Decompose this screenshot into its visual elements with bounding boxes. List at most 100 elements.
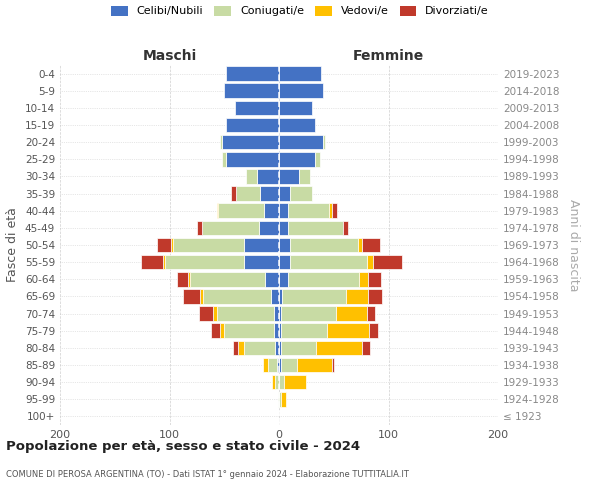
Bar [246,169,257,184]
Bar [288,272,359,286]
Y-axis label: Anni di nascita: Anni di nascita [568,198,580,291]
Bar [263,204,279,218]
Bar [236,186,260,201]
Bar [165,255,244,270]
Bar [222,152,226,166]
Bar [288,204,329,218]
Bar [279,272,288,286]
Bar [200,289,203,304]
Bar [336,306,367,321]
Bar [327,324,369,338]
Bar [226,118,279,132]
Bar [224,324,274,338]
Legend: Celibi/Nubili, Coniugati/e, Vedovi/e, Divorziati/e: Celibi/Nubili, Coniugati/e, Vedovi/e, Di… [111,6,489,16]
Bar [279,358,281,372]
Bar [369,324,377,338]
Bar [163,255,165,270]
Bar [279,340,281,355]
Bar [218,204,263,218]
Bar [367,306,376,321]
Bar [346,289,368,304]
Bar [220,324,224,338]
Bar [279,306,281,321]
Bar [279,255,290,270]
Bar [368,289,382,304]
Bar [224,84,279,98]
Bar [279,289,282,304]
Bar [272,375,275,390]
Bar [211,324,220,338]
Bar [233,340,238,355]
Bar [279,84,323,98]
Bar [188,272,190,286]
Bar [268,358,277,372]
Bar [367,255,373,270]
Bar [362,238,380,252]
Bar [279,186,290,201]
Bar [332,358,334,372]
Bar [217,306,274,321]
Bar [244,238,279,252]
Bar [274,306,279,321]
Bar [373,255,401,270]
Bar [182,289,200,304]
Bar [141,255,163,270]
Bar [279,220,288,235]
Bar [279,100,312,115]
Bar [279,135,323,150]
Bar [290,186,312,201]
Bar [231,186,236,201]
Bar [284,375,307,390]
Bar [288,220,343,235]
Bar [343,220,348,235]
Bar [279,169,299,184]
Bar [190,272,265,286]
Bar [279,392,281,406]
Bar [368,272,381,286]
Bar [173,238,244,252]
Bar [235,100,279,115]
Bar [220,135,222,150]
Bar [275,340,279,355]
Bar [279,152,315,166]
Bar [259,220,279,235]
Text: COMUNE DI PEROSA ARGENTINA (TO) - Dati ISTAT 1° gennaio 2024 - Elaborazione TUTT: COMUNE DI PEROSA ARGENTINA (TO) - Dati I… [6,470,409,479]
Text: Maschi: Maschi [142,48,197,62]
Bar [244,255,279,270]
Bar [274,324,279,338]
Bar [277,358,279,372]
Bar [170,238,173,252]
Bar [275,375,279,390]
Bar [299,169,310,184]
Bar [279,66,320,81]
Bar [315,152,320,166]
Bar [358,238,362,252]
Text: Popolazione per età, sesso e stato civile - 2024: Popolazione per età, sesso e stato civil… [6,440,360,453]
Bar [260,186,279,201]
Bar [203,289,271,304]
Bar [281,358,296,372]
Bar [332,204,337,218]
Bar [197,220,202,235]
Bar [359,272,368,286]
Bar [177,272,188,286]
Bar [271,289,279,304]
Bar [226,66,279,81]
Bar [281,340,316,355]
Bar [290,255,367,270]
Bar [316,340,362,355]
Bar [362,340,370,355]
Bar [281,392,286,406]
Bar [281,324,327,338]
Bar [238,340,244,355]
Text: Femmine: Femmine [353,48,424,62]
Bar [214,306,217,321]
Bar [282,289,346,304]
Bar [278,392,279,406]
Bar [257,169,279,184]
Bar [296,358,332,372]
Bar [202,220,259,235]
Bar [265,272,279,286]
Bar [222,135,279,150]
Bar [279,375,284,390]
